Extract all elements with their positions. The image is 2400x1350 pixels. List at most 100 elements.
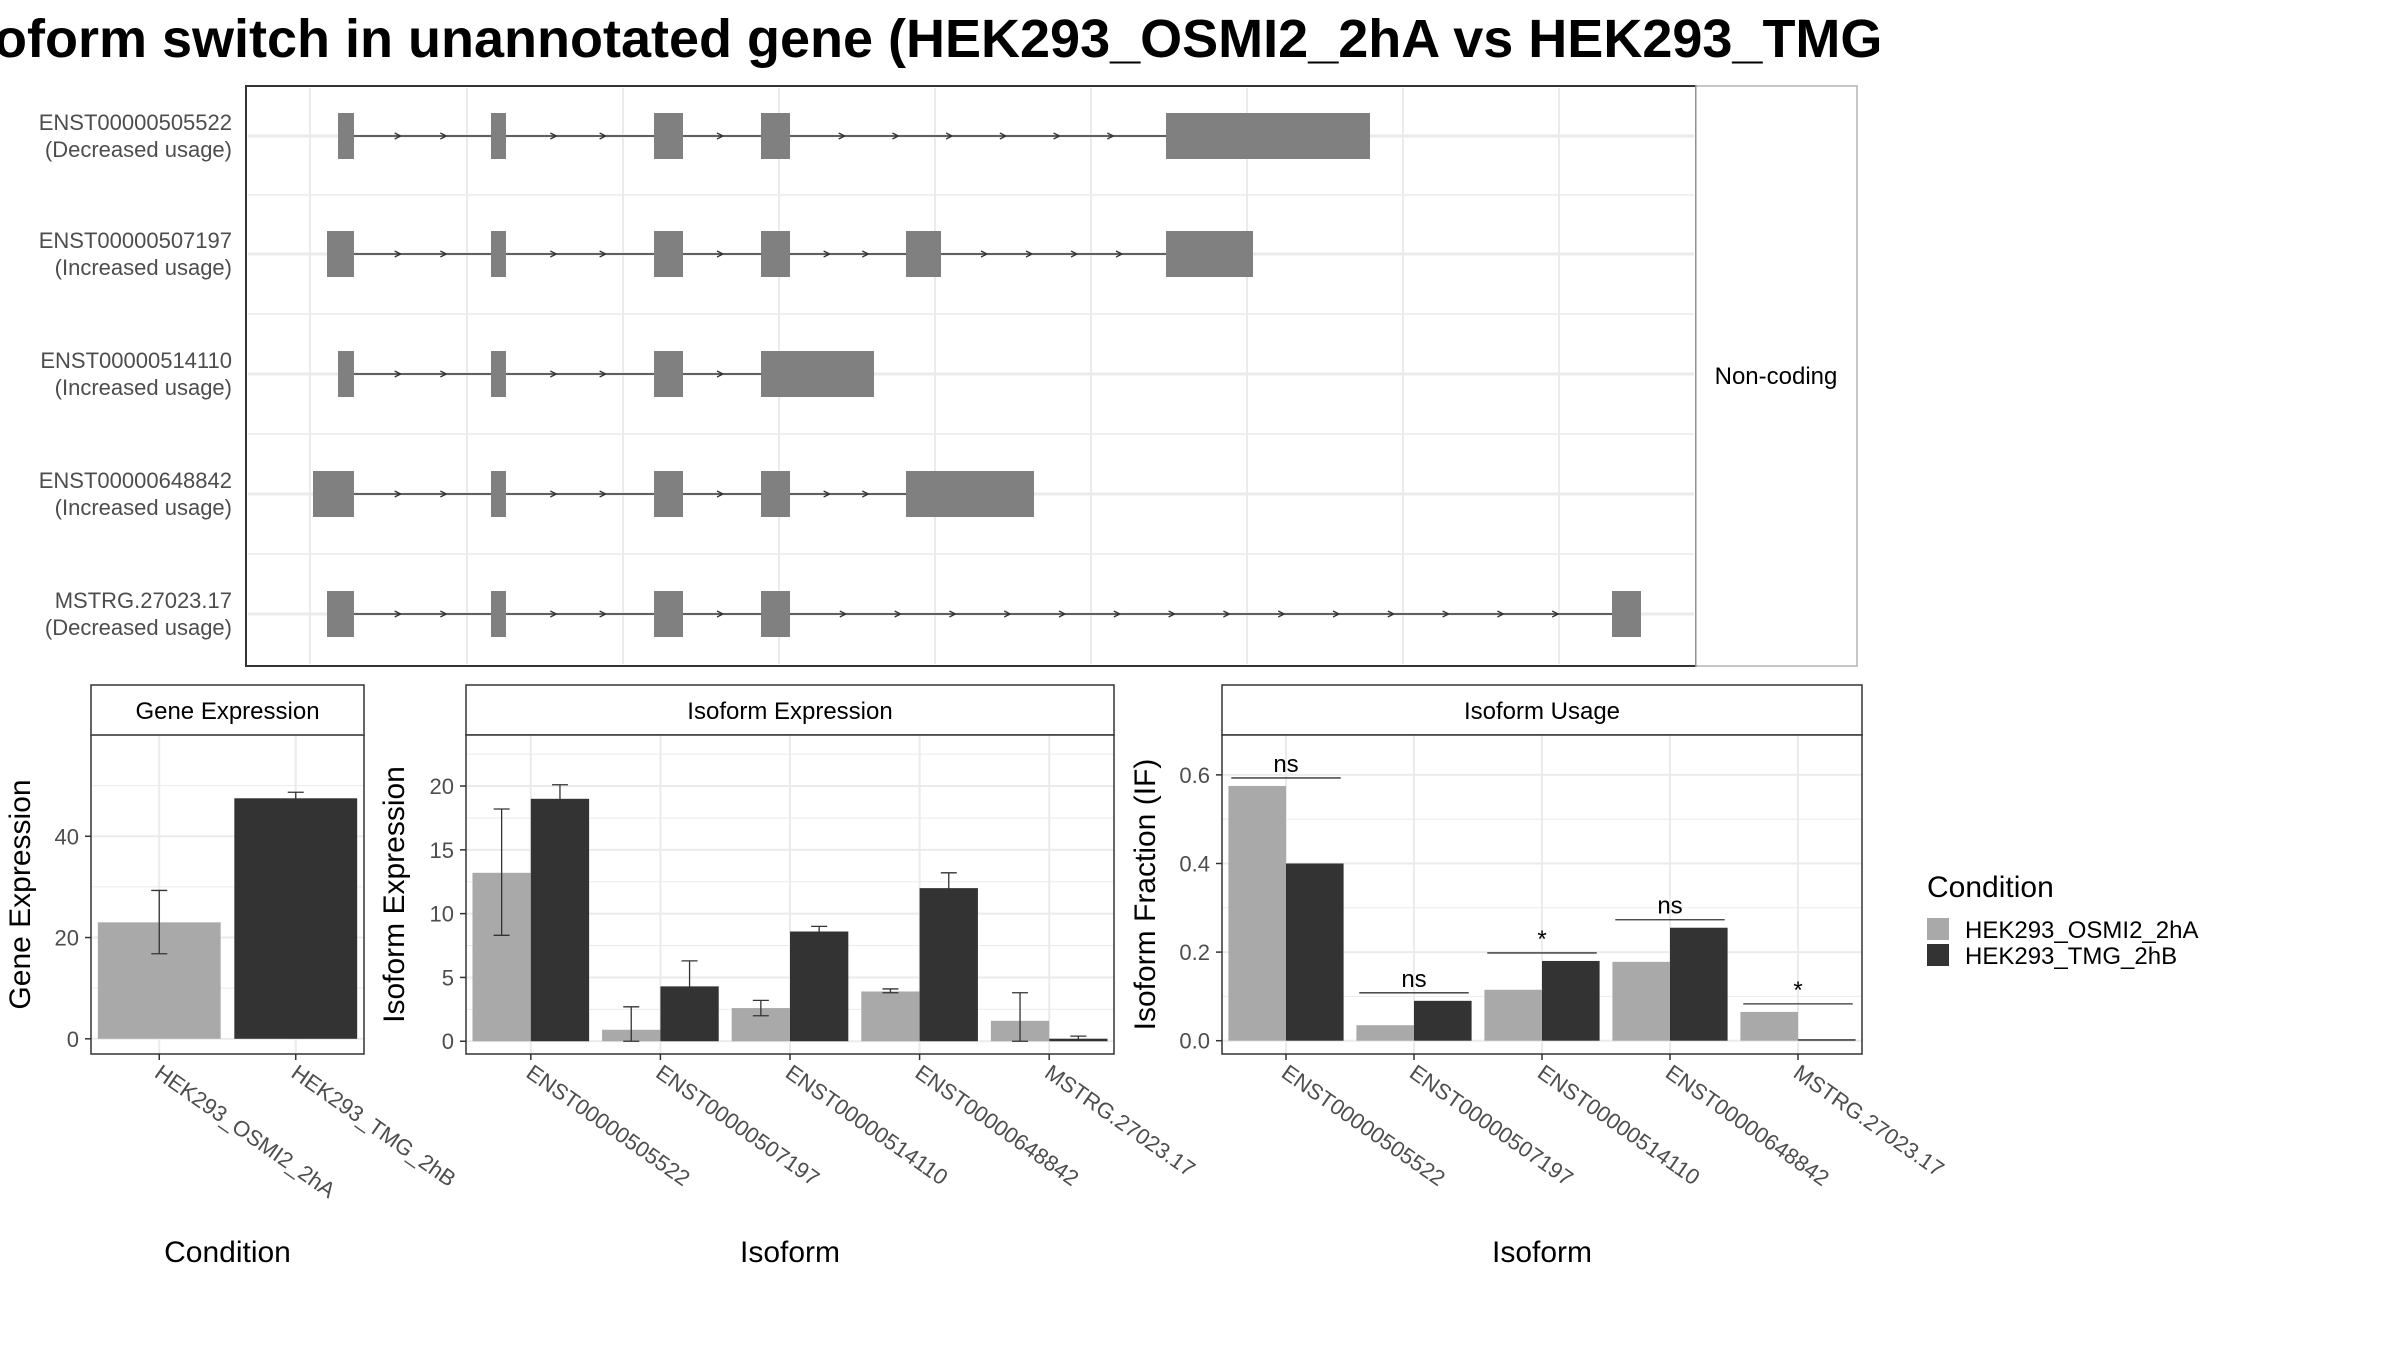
strand-arrow (599, 250, 608, 258)
bar-ENST00000507197 (1414, 1000, 1472, 1041)
bar-ENST00000514110 (790, 931, 849, 1042)
exon (654, 591, 683, 637)
strand-arrow (440, 132, 448, 140)
y-axis-title: Isoform Expression (378, 766, 411, 1023)
bar-ENST00000505522 (530, 798, 590, 1042)
legend-swatch-tmg (1927, 944, 1949, 966)
exon (654, 351, 683, 397)
strand-arrow (1025, 250, 1034, 258)
strand-arrow (862, 490, 870, 498)
transcript-usage-label: (Decreased usage) (45, 137, 232, 162)
figure-title: oform switch in unannotated gene (HEK293… (0, 9, 1882, 69)
bar-MSTRG.27023.17 (1740, 1011, 1798, 1041)
strand-arrow (440, 490, 448, 498)
panel-border (465, 734, 1115, 1055)
strand-arrow (894, 610, 903, 618)
y-tick-label: 20 (55, 926, 79, 951)
y-tick-label: 0.0 (1179, 1029, 1210, 1054)
strand-arrow (949, 610, 957, 618)
legend: Condition HEK293_OSMI2_2hA HEK293_TMG_2h… (1927, 871, 2198, 970)
strand-arrow (1277, 610, 1286, 618)
panel-strip (1221, 684, 1863, 736)
bar-ENST00000514110 (1484, 989, 1542, 1041)
strand-arrow (716, 610, 725, 618)
bar-ENST00000648842 (1612, 961, 1670, 1041)
x-axis-title: Condition (164, 1236, 291, 1269)
exon (906, 231, 941, 277)
exon (906, 471, 1034, 517)
strand-arrow (1223, 610, 1231, 618)
strand-arrow (599, 370, 608, 378)
strand-arrow (550, 490, 558, 498)
strand-arrow (550, 610, 558, 618)
strand-arrow (862, 250, 870, 258)
coding-status-label: Non-coding (1715, 363, 1838, 390)
strand-arrow (1106, 132, 1115, 140)
legend-label-tmg: HEK293_TMG_2hB (1965, 943, 2177, 970)
strand-arrow (823, 250, 832, 258)
exon (1166, 231, 1253, 277)
transcript-id-label: ENST00000648842 (39, 468, 232, 493)
transcript-usage-label: (Decreased usage) (45, 615, 232, 640)
isoform-expression-panel: Isoform ExpressionENST00000505522ENST000… (378, 684, 1200, 1269)
exon (313, 471, 354, 517)
panel-border (1221, 734, 1863, 1055)
exon (761, 231, 790, 277)
transcript-strip (1695, 85, 1858, 667)
significance-label: ns (1273, 751, 1298, 778)
transcript-id-label: MSTRG.27023.17 (55, 588, 232, 613)
x-axis-title: Isoform (740, 1236, 840, 1269)
y-tick-label: 10 (430, 902, 454, 927)
panel-strip (465, 684, 1115, 736)
strand-arrow (394, 250, 403, 258)
exon (654, 231, 683, 277)
strand-arrow (980, 250, 989, 258)
strand-arrow (599, 132, 608, 140)
y-tick-label: 0 (67, 1027, 79, 1052)
legend-swatch-osmi2 (1927, 918, 1949, 940)
transcript-structure-ENST00000507197 (327, 231, 1253, 277)
bar-ENST00000507197 (1356, 1025, 1414, 1041)
exon (761, 471, 790, 517)
strand-arrow (394, 490, 403, 498)
transcript-usage-label: (Increased usage) (55, 255, 232, 280)
strand-arrow (1115, 250, 1124, 258)
transcript-structure-MSTRG.27023.17 (327, 591, 1641, 637)
bar-ENST00000648842 (861, 991, 920, 1042)
panel-strip (90, 684, 365, 736)
strand-arrow (892, 132, 900, 140)
y-tick-label: 5 (442, 965, 454, 990)
transcript-panel: Non-coding ENST00000505522(Decreased usa… (39, 85, 1858, 667)
strand-arrow (440, 250, 448, 258)
significance-label: ns (1401, 966, 1426, 993)
strand-arrow (394, 610, 403, 618)
strand-arrow (716, 370, 725, 378)
y-tick-label: 0 (442, 1029, 454, 1054)
strand-arrow (1551, 610, 1560, 618)
bar-MSTRG.27023.17 (1798, 1039, 1856, 1041)
exon (491, 113, 506, 159)
transcript-usage-label: (Increased usage) (55, 375, 232, 400)
exon (491, 351, 506, 397)
transcript-id-label: ENST00000507197 (39, 228, 232, 253)
bar-ENST00000514110 (1542, 960, 1600, 1041)
strand-arrow (1070, 250, 1079, 258)
strand-arrow (1053, 132, 1062, 140)
exon (1612, 591, 1641, 637)
strand-arrow (1058, 610, 1067, 618)
strand-arrow (440, 610, 448, 618)
y-tick-label: 15 (430, 838, 454, 863)
exon (338, 113, 354, 159)
legend-title: Condition (1927, 871, 2054, 904)
y-tick-label: 20 (430, 774, 454, 799)
transcript-structure-ENST00000648842 (313, 471, 1034, 517)
exon (491, 471, 506, 517)
x-axis-title: Isoform (1492, 1236, 1592, 1269)
strand-arrow (1387, 610, 1396, 618)
strand-arrow (716, 250, 725, 258)
transcript-structure-ENST00000514110 (338, 351, 874, 397)
y-tick-label: 0.6 (1179, 763, 1210, 788)
transcript-usage-label: (Increased usage) (55, 495, 232, 520)
y-axis-title: Gene Expression (4, 779, 37, 1009)
